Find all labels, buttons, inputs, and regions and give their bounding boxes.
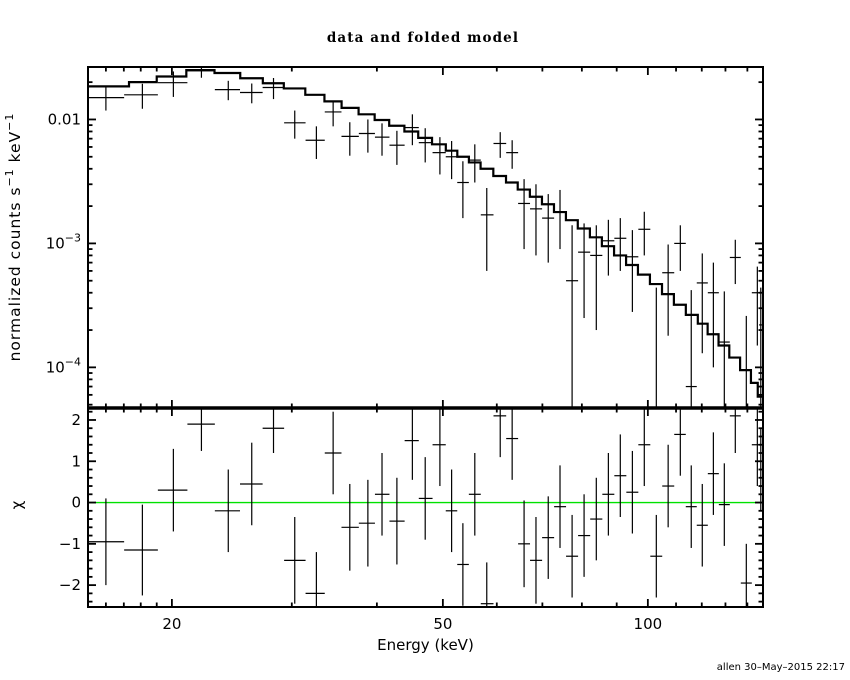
svg-text:100: 100 xyxy=(634,615,663,633)
svg-text:−2: −2 xyxy=(59,576,81,594)
svg-text:0.01: 0.01 xyxy=(48,110,81,128)
panel-frames xyxy=(87,66,764,608)
svg-text:−1: −1 xyxy=(59,535,81,553)
plot-graphics: 20 50 100 0.01 10−3​ 10−4​ 2 1 0 −1 −2 normalized c… xyxy=(3,66,764,633)
svg-text:1: 1 xyxy=(71,452,81,470)
svg-text:2: 2 xyxy=(71,411,81,429)
spectrum-data-points xyxy=(88,67,763,408)
model-step-line xyxy=(88,69,763,398)
x-axis-label: Energy (keV) xyxy=(377,636,474,654)
svg-text:10−4​: 10−4​ xyxy=(46,355,81,376)
svg-text:50: 50 xyxy=(433,615,452,633)
y-axis-label-top: normalized counts s−1​ keV−1​ xyxy=(3,113,24,362)
svg-text:10−3​: 10−3​ xyxy=(46,231,81,252)
chi-axis-label: χ xyxy=(8,500,26,509)
residual-data-points xyxy=(88,408,763,607)
tick-labels: 20 50 100 0.01 10−3​ 10−4​ 2 1 0 −1 −2 normalized c… xyxy=(3,110,662,633)
svg-text:20: 20 xyxy=(162,615,181,633)
axis-ticks xyxy=(88,67,763,607)
signature-timestamp: allen 30–May–2015 22:17 xyxy=(717,662,845,673)
svg-text:0: 0 xyxy=(71,494,81,512)
plot-title: data and folded model xyxy=(327,30,519,46)
